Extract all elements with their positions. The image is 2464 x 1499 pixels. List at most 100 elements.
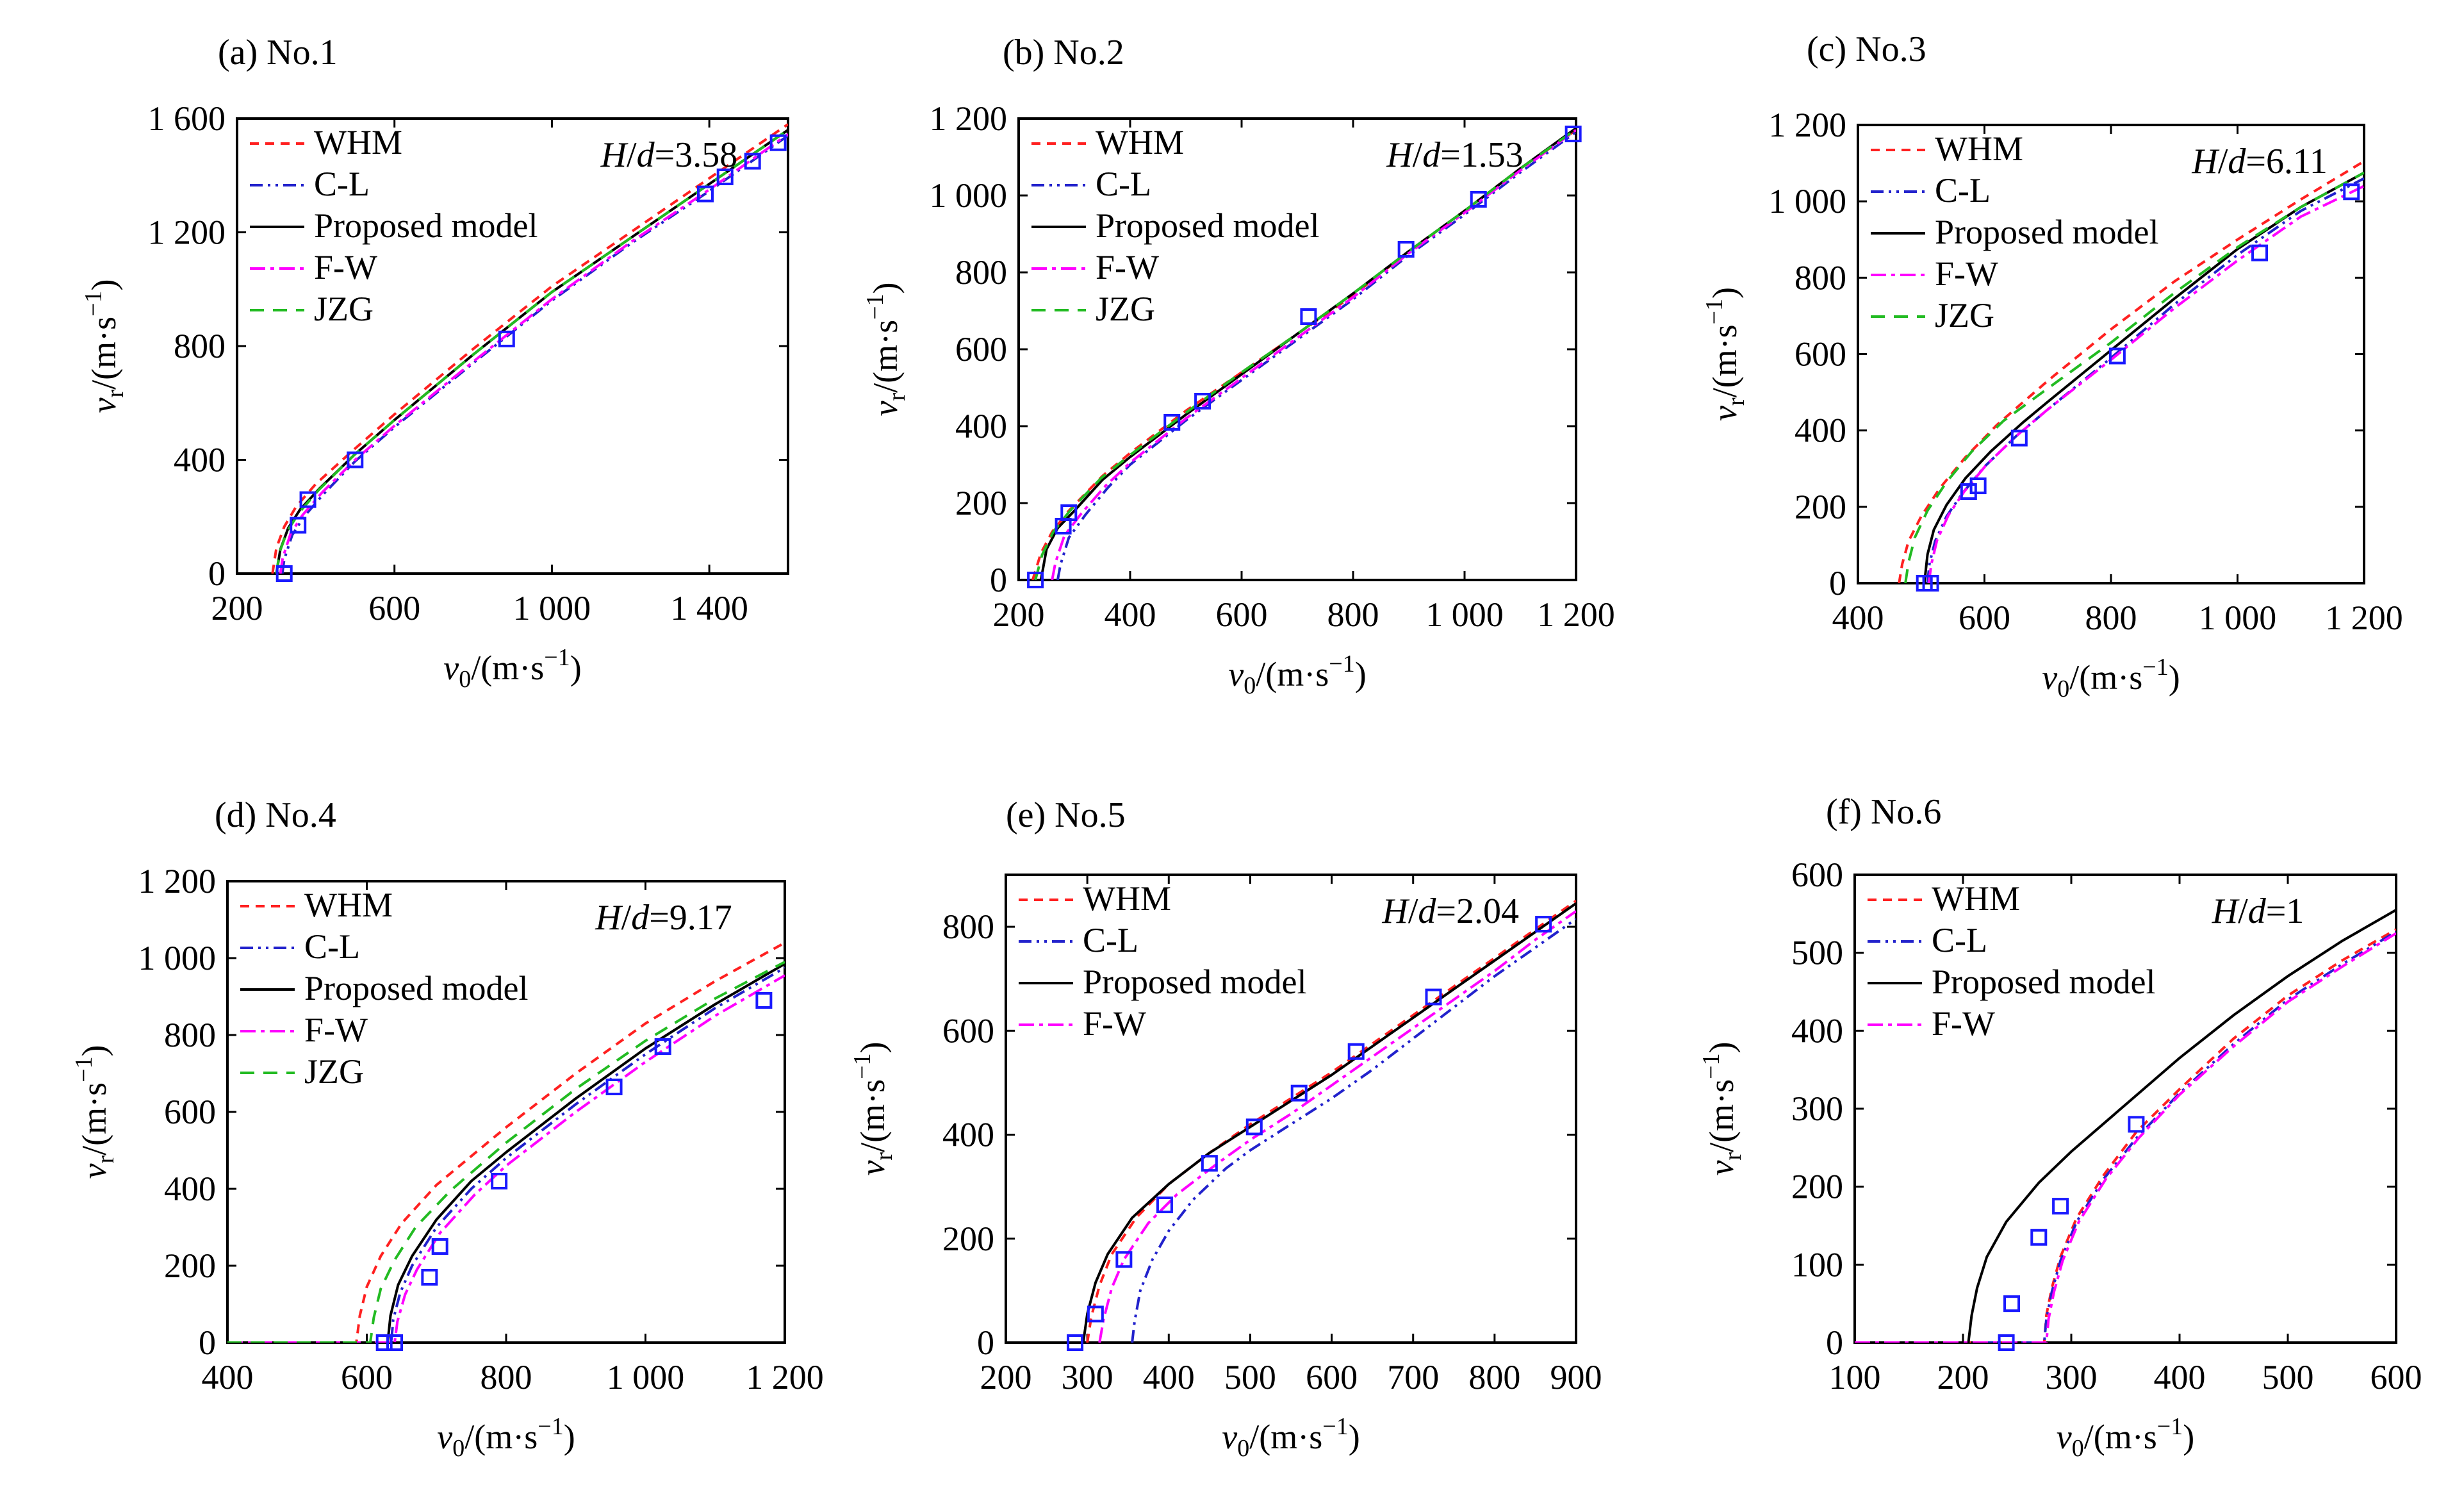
data-point: [1163, 414, 1181, 431]
x-tick-label: 200: [1937, 1358, 1989, 1396]
legend-label: WHM: [1932, 879, 2020, 918]
y-tick-label: 200: [942, 1220, 994, 1258]
x-tick-label: 800: [1468, 1358, 1520, 1396]
experimental-points: [1998, 1116, 2145, 1351]
legend-label: Proposed model: [1932, 963, 2155, 1001]
hd-annotation: H/d=9.17: [595, 898, 732, 938]
legend-label: C-L: [1083, 921, 1138, 959]
data-point: [2030, 1229, 2048, 1246]
legend-label: Proposed model: [1083, 963, 1306, 1001]
data-point: [2128, 1116, 2145, 1133]
data-point: [2343, 183, 2360, 201]
data-point: [716, 168, 734, 185]
x-tick-label: 800: [2085, 599, 2137, 637]
x-axis-label: v0/(m·s−1): [1228, 650, 1366, 699]
data-point: [1300, 308, 1317, 325]
y-tick-label: 400: [174, 441, 226, 479]
hd-annotation: H/d=1: [2212, 891, 2304, 931]
y-tick-label: 0: [1826, 1323, 1843, 1362]
y-tick-label: 600: [1791, 856, 1843, 894]
panel-4: (d) No.4 400 600 800 1 000 1 200 0 200 400 600 800…: [70, 795, 824, 1462]
data-point: [2010, 429, 2028, 447]
x-tick-label: 400: [1105, 595, 1156, 634]
legend-label: WHM: [304, 886, 393, 924]
x-tick-label: 800: [1327, 595, 1379, 634]
data-point: [2003, 1295, 2021, 1313]
panel-title: (c) No.3: [1807, 29, 1926, 69]
legend-label: F-W: [1096, 248, 1159, 286]
data-point: [2052, 1198, 2069, 1215]
x-tick-label: 600: [1216, 595, 1268, 634]
legend-label: JZG: [314, 290, 374, 328]
y-tick-label: 0: [208, 554, 226, 593]
data-point: [1535, 916, 1552, 933]
y-tick-label: 1 600: [148, 99, 226, 138]
panel-title: (f) No.6: [1826, 792, 1941, 832]
legend-label: C-L: [1935, 171, 1991, 210]
x-tick-label: 1 200: [2325, 599, 2403, 637]
series-jzg-line: [1904, 171, 2364, 583]
data-point: [421, 1269, 438, 1286]
x-axis-label: v0/(m·s−1): [2042, 654, 2180, 702]
series-proposed-model-line: [1923, 171, 2364, 583]
legend-label: F-W: [1935, 254, 1998, 293]
y-tick-label: 600: [942, 1011, 994, 1050]
x-tick-label: 100: [1829, 1358, 1881, 1396]
data-point: [431, 1238, 448, 1255]
data-point: [386, 1334, 403, 1351]
y-tick-label: 400: [1795, 411, 1846, 450]
legend-label: C-L: [1096, 165, 1151, 203]
data-point: [744, 153, 761, 170]
curves: [1898, 160, 2364, 583]
x-tick-label: 400: [2154, 1358, 2206, 1396]
x-tick-label: 1 000: [607, 1358, 685, 1396]
legend-label: WHM: [1083, 879, 1171, 918]
x-tick-label: 600: [2370, 1358, 2422, 1396]
legend-label: Proposed model: [314, 206, 538, 245]
hd-annotation: H/d=2.04: [1381, 891, 1519, 931]
legend-label: Proposed model: [1935, 213, 2158, 251]
y-axis-label: vr/(m·s−1): [80, 279, 129, 413]
x-tick-label: 200: [993, 595, 1045, 634]
y-tick-label: 400: [164, 1170, 216, 1208]
x-tick-label: 300: [2046, 1358, 2098, 1396]
y-tick-label: 200: [1795, 488, 1846, 526]
hd-annotation: H/d=6.11: [2191, 142, 2328, 181]
data-point: [1565, 126, 1582, 142]
data-point: [1397, 241, 1415, 258]
x-tick-label: 400: [1832, 599, 1884, 637]
x-axis-label: v0/(m·s−1): [1222, 1413, 1359, 1462]
data-point: [290, 517, 307, 534]
x-tick-label: 200: [980, 1358, 1032, 1396]
data-point: [1027, 572, 1044, 588]
experimental-points: [375, 992, 773, 1351]
x-tick-label: 600: [1306, 1358, 1358, 1396]
y-tick-label: 1 000: [1769, 182, 1847, 220]
legend-label: F-W: [1083, 1004, 1146, 1043]
curves: [1081, 899, 1576, 1343]
series-c-l-line: [1056, 131, 1576, 580]
y-tick-label: 0: [977, 1323, 994, 1362]
curves: [1855, 909, 2396, 1343]
y-tick-label: 800: [174, 327, 226, 365]
x-tick-label: 400: [1143, 1358, 1195, 1396]
y-tick-label: 600: [1795, 335, 1846, 374]
data-point: [491, 1173, 508, 1189]
experimental-points: [1916, 183, 2360, 592]
x-tick-label: 1 200: [1537, 595, 1615, 634]
legend-label: F-W: [314, 248, 377, 286]
data-point: [2108, 347, 2126, 365]
plot-frame: [1005, 874, 1577, 1344]
panel-title: (d) No.4: [215, 795, 336, 835]
y-tick-label: 1 000: [930, 176, 1008, 215]
experimental-points: [1027, 126, 1582, 588]
x-tick-label: 500: [2262, 1358, 2314, 1396]
y-tick-label: 1 200: [148, 213, 226, 252]
